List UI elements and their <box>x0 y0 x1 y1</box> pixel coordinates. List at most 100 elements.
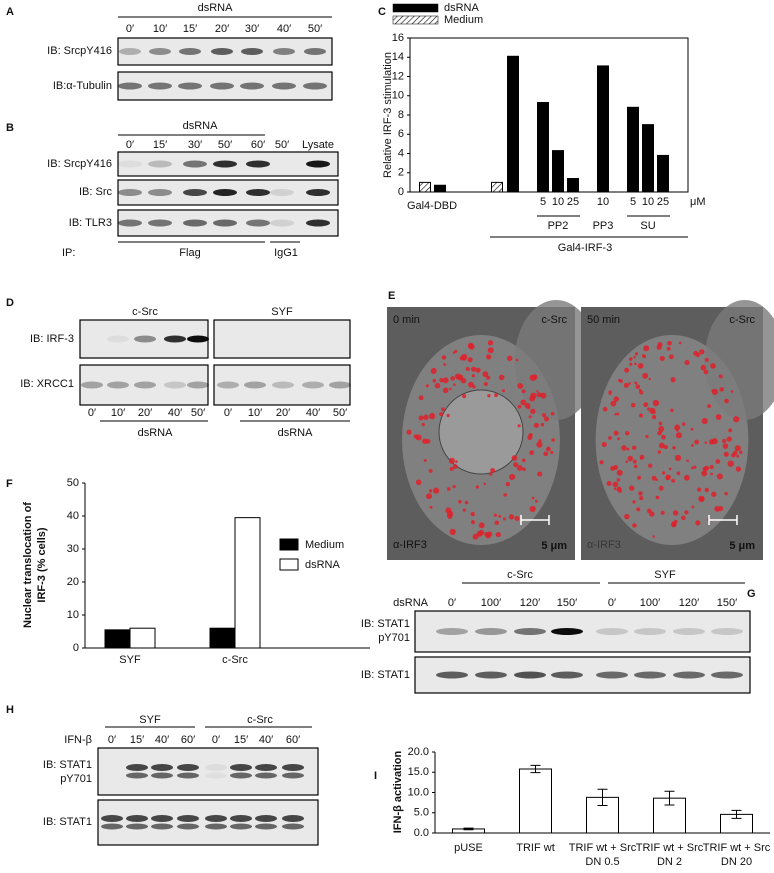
bar <box>642 124 654 193</box>
fluorescent-dot <box>432 378 437 383</box>
image-time: 0 min <box>393 314 420 326</box>
fluorescent-dot <box>691 505 695 509</box>
treatment-label: dsRNA <box>138 427 174 439</box>
fluorescent-dot <box>551 438 555 442</box>
group-label: SYF <box>271 306 293 318</box>
fluorescent-dot <box>533 422 540 428</box>
blot-band <box>634 671 666 679</box>
lane-label: 0′ <box>212 734 220 746</box>
blot-membrane <box>79 364 209 406</box>
fluorescent-dot <box>460 377 467 384</box>
fluorescent-dot <box>475 485 479 489</box>
fluorescent-dot <box>676 471 681 476</box>
fluorescent-dot <box>494 520 500 526</box>
fluorescent-dot <box>633 355 636 359</box>
treatment-label: dsRNA <box>393 597 429 609</box>
fluorescent-dot <box>660 510 665 515</box>
error-bar <box>664 790 675 806</box>
image-stain: α-IRF3 <box>393 539 427 551</box>
fluorescent-dot <box>649 511 655 517</box>
fluorescent-dot <box>455 460 458 464</box>
fluorescent-dot <box>710 472 713 476</box>
fluorescent-dot <box>727 460 734 467</box>
fluorescent-dot <box>639 413 644 418</box>
fluorescent-dot <box>529 505 536 513</box>
fluorescent-dot <box>670 408 674 413</box>
y-tick-label: 5.0 <box>414 807 429 819</box>
fluorescent-dot <box>682 422 686 426</box>
fluorescent-dot <box>634 381 638 385</box>
fluorescent-dot <box>498 374 505 381</box>
cell-body <box>514 300 598 420</box>
lane-label: 0′ <box>608 597 616 609</box>
lane-label: 0′ <box>108 734 116 746</box>
fluorescent-dot <box>432 487 440 494</box>
fluorescent-dot <box>478 522 485 529</box>
fluorescent-dot <box>413 434 418 439</box>
fluorescent-dot <box>663 445 668 450</box>
fluorescent-dot <box>723 451 729 457</box>
fluorescent-dot <box>486 354 492 360</box>
fluorescent-dot <box>624 367 630 373</box>
fluorescent-dot <box>684 359 690 366</box>
fluorescent-dot <box>606 481 612 487</box>
blot-band <box>711 671 743 679</box>
fluorescent-dot <box>471 366 477 372</box>
fluorescent-dot <box>658 442 665 449</box>
fluorescent-dot <box>668 354 674 360</box>
x-tick-label: pUSE <box>454 842 483 854</box>
fluorescent-dot <box>628 382 632 385</box>
blot-band <box>148 160 172 168</box>
blot-band <box>436 671 468 679</box>
y-axis-label: Relative IRF-3 stimulation <box>382 52 394 178</box>
blot-membrane <box>97 799 319 846</box>
group-label: c-Src <box>507 569 533 581</box>
blot-membrane <box>79 319 209 359</box>
legend-label: dsRNA <box>444 2 480 14</box>
fluorescent-dot <box>530 392 537 399</box>
fluorescent-dot <box>502 517 506 521</box>
blot-band <box>149 48 171 55</box>
x-tick-label: TRIF wt + Src DN 2 <box>635 842 704 868</box>
fluorescent-dot <box>634 352 639 356</box>
fluorescent-dot <box>722 443 729 449</box>
blot-band <box>107 335 129 343</box>
blot-band <box>151 823 173 830</box>
fluorescent-dot <box>612 481 619 488</box>
fluorescent-dot <box>520 399 527 406</box>
fluorescent-dot <box>718 374 723 379</box>
blot-band <box>255 764 277 771</box>
blot-band <box>119 48 141 55</box>
y-tick-label: 10 <box>67 609 79 621</box>
fluorescent-dot <box>423 414 429 421</box>
blot-band <box>213 219 237 227</box>
x-tick-label: 25 <box>657 196 669 208</box>
row-label: IB: STAT1 <box>361 618 410 630</box>
fluorescent-dot <box>709 464 714 470</box>
fluorescent-dot <box>505 481 511 487</box>
fluorescent-dot <box>618 378 622 382</box>
lane-label: 50′ <box>218 139 232 151</box>
fluorescent-dot <box>507 355 513 362</box>
bar <box>567 178 579 193</box>
y-tick-label: 30 <box>67 543 79 555</box>
fluorescent-dot <box>671 478 676 483</box>
blot-band <box>255 772 277 779</box>
fluorescent-dot <box>647 407 651 411</box>
fluorescent-dot <box>439 377 444 383</box>
fluorescent-dot <box>446 487 451 491</box>
fluorescent-dot <box>522 467 526 472</box>
blot-band <box>255 823 277 830</box>
fluorescent-dot <box>638 491 643 496</box>
fluorescent-dot <box>508 514 515 520</box>
y-tick-label: 10 <box>392 90 404 102</box>
fluorescent-dot <box>515 358 519 362</box>
fluorescent-dot <box>490 468 496 473</box>
fluorescent-dot <box>690 427 694 431</box>
blot-band <box>272 381 294 389</box>
annotation: PP3 <box>593 220 614 232</box>
x-tick-label: SYF <box>119 654 141 666</box>
y-tick-label: 14 <box>392 51 404 63</box>
blot-band <box>436 628 468 635</box>
row-label: IB: SrcpY416 <box>47 158 112 170</box>
